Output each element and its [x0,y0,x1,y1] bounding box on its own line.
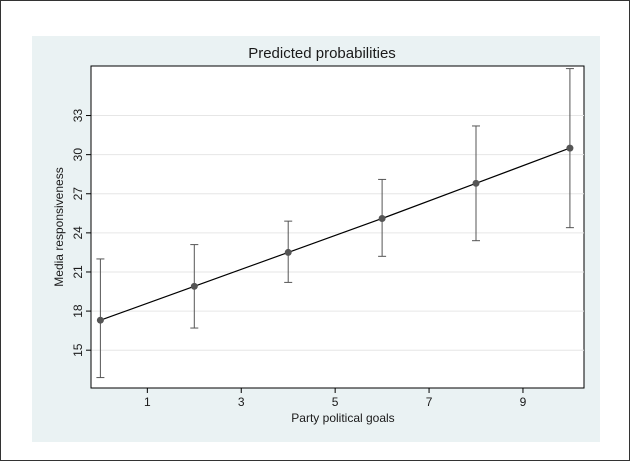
x-tick-label: 1 [144,395,151,409]
y-tick-label: 15 [71,343,85,357]
y-tick-label: 18 [71,304,85,318]
y-tick-label: 21 [71,265,85,279]
series-line [100,147,571,321]
y-tick-label: 30 [71,148,85,162]
grid-lines [91,115,584,351]
y-tick-label: 27 [71,187,85,201]
data-points [96,144,574,324]
chart-title: Predicted probabilities [248,45,396,62]
x-tick-label: 3 [238,395,245,409]
axes: 15 18 21 24 27 30 33 1 3 5 7 9 [71,66,584,409]
plot-area [90,65,585,389]
data-point [96,316,104,324]
data-point [566,144,574,152]
data-point [284,248,292,256]
y-tick-label: 24 [71,226,85,240]
y-axis-title: Media responsiveness [52,167,66,286]
data-point [472,179,480,187]
y-tick-label: 33 [71,109,85,123]
x-tick-label: 5 [332,395,339,409]
x-axis-title: Party political goals [291,411,394,425]
x-tick-label: 9 [520,395,527,409]
data-point [378,215,386,223]
data-point [190,282,198,290]
fitted-line [100,147,571,321]
x-tick-label: 7 [426,395,433,409]
